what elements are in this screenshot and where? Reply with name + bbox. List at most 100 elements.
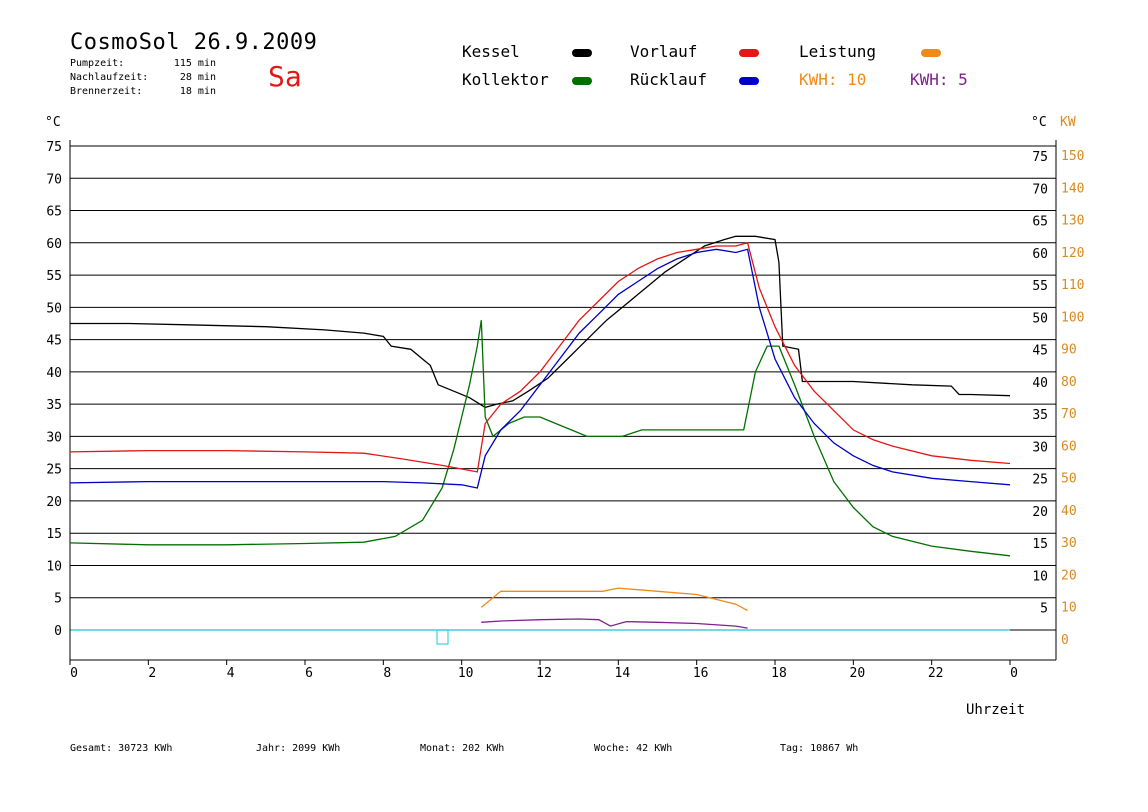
left-tick-label: 75 [46, 140, 62, 155]
right-c-tick-label: 10 [1032, 569, 1048, 584]
right-kw-tick-label: 0 [1061, 633, 1069, 648]
left-tick-label: 50 [46, 301, 62, 316]
left-tick-label: 35 [46, 398, 62, 413]
brennerzeit-label: Brennerzeit: [70, 86, 143, 97]
left-tick-label: 0 [54, 624, 62, 639]
series-r-cklauf [69, 248, 1011, 489]
x-axis-label: Uhrzeit [966, 702, 1025, 718]
right-c-tick-label: 35 [1032, 408, 1048, 423]
x-tick-label: 16 [693, 666, 709, 681]
right-kw-tick-label: 110 [1061, 278, 1084, 293]
legend-vorlauf-label: Vorlauf [630, 42, 698, 61]
legend-leistung-label: Leistung [799, 42, 877, 61]
left-axis-unit: °C [45, 115, 61, 130]
series-kwh-5 [481, 618, 748, 629]
left-tick-label: 5 [54, 592, 62, 607]
chart-axes [69, 140, 1057, 661]
series-leistung [480, 587, 748, 612]
right-kw-tick-label: 70 [1061, 407, 1077, 422]
footer-gesamt: Gesamt: 30723 KWh [70, 743, 173, 754]
brennerzeit-value: 18 min [179, 86, 216, 97]
footer-woche: Woche: 42 KWh [594, 743, 673, 754]
legend-kessel-swatch [572, 49, 592, 57]
x-tick-label: 0 [1010, 666, 1018, 681]
left-tick-label: 30 [46, 430, 62, 445]
x-tick-label: 12 [536, 666, 552, 681]
right-kw-tick-label: 140 [1061, 181, 1084, 196]
right-kw-tick-label: 60 [1061, 439, 1077, 454]
right-kw-tick-label: 20 [1061, 568, 1077, 583]
legend-kessel-label: Kessel [462, 42, 520, 61]
legend-vorlauf-swatch [739, 49, 759, 57]
right-c-tick-label: 40 [1032, 376, 1048, 391]
chart-title: CosmoSol 26.9.2009 [70, 30, 318, 55]
x-tick-label: 10 [458, 666, 474, 681]
right-c-tick-label: 75 [1032, 150, 1048, 165]
x-tick-label: 18 [771, 666, 787, 681]
left-tick-label: 70 [46, 172, 62, 187]
series-lines [69, 235, 1011, 629]
legend-kwh10-label: KWH: 10 [799, 70, 867, 89]
legend-ruecklauf-label: Rücklauf [630, 70, 708, 89]
grid-lines [70, 145, 1056, 631]
series-kollektor [69, 320, 1011, 557]
footer-monat: Monat: 202 KWh [420, 743, 505, 754]
legend-kwh5-label: KWH: 5 [910, 70, 968, 89]
right-c-tick-label: 55 [1032, 279, 1048, 294]
left-tick-label: 40 [46, 366, 62, 381]
right-c-tick-label: 70 [1032, 182, 1048, 197]
legend-kollektor-label: Kollektor [462, 70, 549, 89]
x-tick-label: 8 [383, 666, 391, 681]
legend-ruecklauf-swatch [739, 77, 759, 85]
right-kw-tick-label: 90 [1061, 343, 1077, 358]
left-tick-label: 60 [46, 237, 62, 252]
x-tick-label: 0 [70, 666, 78, 681]
right-kw-tick-label: 100 [1061, 310, 1084, 325]
baseline-marker [436, 629, 449, 645]
right-kw-tick-label: 30 [1061, 536, 1077, 551]
right-kw-tick-label: 120 [1061, 246, 1084, 261]
right-c-tick-label: 50 [1032, 311, 1048, 326]
right-c-tick-label: 20 [1032, 505, 1048, 520]
left-tick-label: 25 [46, 463, 62, 478]
series-kessel [70, 235, 1011, 409]
footer-jahr: Jahr: 2099 KWh [256, 743, 341, 754]
pumpzeit-value: 115 min [173, 58, 216, 69]
footer-tag: Tag: 10867 Wh [780, 743, 859, 754]
left-tick-label: 55 [46, 269, 62, 284]
legend-kollektor-swatch [572, 77, 592, 85]
right-kw-tick-label: 40 [1061, 504, 1077, 519]
axis-ticks: 0510152025303540455055606570755101520253… [46, 140, 1084, 681]
right-c-tick-label: 65 [1032, 215, 1048, 230]
right-c-tick-label: 30 [1032, 440, 1048, 455]
pumpzeit-stat: Pumpzeit: 115 min [70, 58, 216, 69]
left-tick-label: 15 [46, 527, 62, 542]
right-kw-tick-label: 50 [1061, 472, 1077, 487]
right-c-tick-label: 60 [1032, 247, 1048, 262]
right-axis-unit-c: °C [1031, 115, 1047, 130]
x-tick-label: 6 [305, 666, 313, 681]
right-c-tick-label: 25 [1032, 473, 1048, 488]
x-tick-label: 20 [850, 666, 866, 681]
right-c-tick-label: 5 [1040, 602, 1048, 617]
right-axis-unit-kw: KW [1060, 115, 1076, 130]
series-vorlauf [69, 242, 1011, 473]
legend-leistung-swatch [921, 49, 941, 57]
x-tick-label: 2 [148, 666, 156, 681]
right-c-tick-label: 45 [1032, 344, 1048, 359]
nachlaufzeit-label: Nachlaufzeit: [70, 72, 149, 83]
right-kw-tick-label: 150 [1061, 149, 1084, 164]
pumpzeit-label: Pumpzeit: [70, 58, 125, 69]
right-kw-tick-label: 10 [1061, 601, 1077, 616]
left-tick-label: 45 [46, 334, 62, 349]
x-tick-label: 14 [615, 666, 631, 681]
x-tick-label: 4 [227, 666, 235, 681]
nachlaufzeit-stat: Nachlaufzeit: 28 min [70, 72, 216, 83]
weekday-label: Sa [268, 60, 302, 93]
brennerzeit-stat: Brennerzeit: 18 min [70, 86, 216, 97]
left-tick-label: 20 [46, 495, 62, 510]
right-kw-tick-label: 80 [1061, 375, 1077, 390]
x-tick-label: 22 [928, 666, 944, 681]
right-c-tick-label: 15 [1032, 537, 1048, 552]
